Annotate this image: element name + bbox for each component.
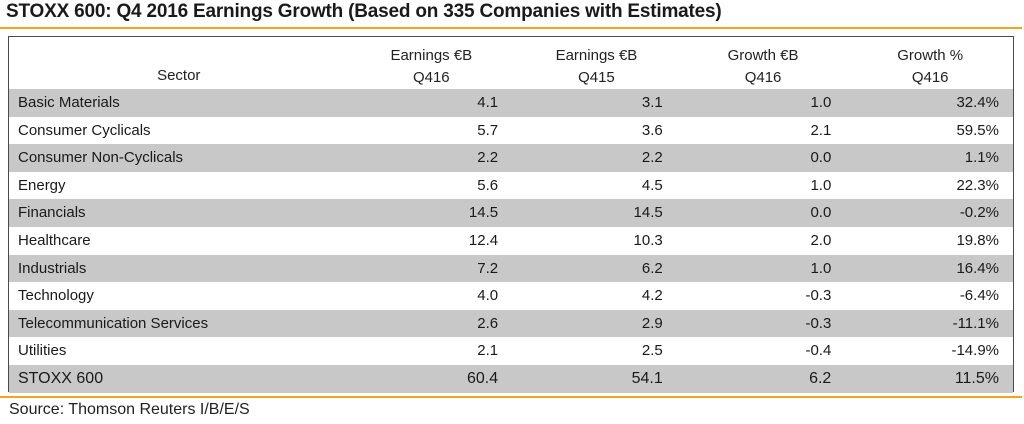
earnings-q416-cell: 2.6 — [348, 309, 515, 338]
table-row: Financials 14.5 14.5 0.0 -0.2% — [9, 199, 1013, 227]
source-note: Source: Thomson Reuters I/B/E/S — [9, 401, 250, 418]
table-row: Utilities 2.1 2.5 -0.4 -14.9% — [9, 337, 1013, 365]
table-row: Consumer Non-Cyclicals 2.2 2.2 0.0 1.1% — [9, 144, 1013, 172]
growth-eur-cell: 2.1 — [810, 121, 832, 139]
top-accent-rule — [0, 27, 1022, 29]
total-label-cell: STOXX 600 — [9, 364, 349, 393]
table-row: Healthcare 12.4 10.3 2.0 19.8% — [9, 227, 1013, 255]
growth-eur-cell: 1.0 — [810, 176, 832, 194]
growth-eur-cell: 2.0 — [810, 231, 832, 249]
earnings-q416-cell: 12.4 — [468, 231, 499, 249]
bottom-accent-rule — [0, 396, 1022, 398]
growth-pct-cell: -11.1% — [847, 309, 1013, 338]
growth-eur-cell: 1.0 — [678, 89, 848, 117]
header-earnings-q416: Earnings €B Q416 — [349, 37, 515, 89]
sector-cell: Utilities — [18, 342, 67, 360]
sector-cell: Consumer Cyclicals — [18, 121, 151, 139]
earnings-q416-cell: 14.5 — [348, 199, 515, 227]
earnings-q416-cell: 5.6 — [477, 176, 499, 194]
total-growth-eur-cell: 6.2 — [678, 364, 848, 393]
earnings-q415-cell: 2.9 — [514, 309, 679, 338]
table-title: STOXX 600: Q4 2016 Earnings Growth (Base… — [6, 1, 722, 22]
header-growth-eur-line2: Q416 — [744, 69, 782, 86]
growth-pct-cell: 16.4% — [847, 254, 1013, 283]
earnings-q415-cell: 14.5 — [514, 199, 679, 227]
header-row: Sector Earnings €B Q416 Earnings €B Q415… — [9, 37, 1013, 89]
table-row: Basic Materials 4.1 3.1 1.0 32.4% — [9, 89, 1013, 117]
growth-pct-cell: -14.9% — [951, 342, 999, 360]
earnings-q415-cell: 3.6 — [641, 121, 663, 139]
header-growth-pct-line2: Q416 — [911, 69, 949, 86]
growth-eur-cell: -0.3 — [678, 309, 848, 338]
growth-pct-cell: 1.1% — [847, 144, 1013, 172]
sector-cell: Consumer Non-Cyclicals — [9, 144, 349, 172]
sector-cell: Financials — [9, 199, 349, 227]
header-growth-pct-line1: Growth % — [897, 47, 964, 64]
earnings-q416-cell: 2.2 — [348, 144, 515, 172]
earnings-q416-cell: 4.0 — [477, 287, 499, 305]
header-earnings-q415: Earnings €B Q415 — [514, 37, 679, 89]
growth-eur-cell: 1.0 — [678, 254, 848, 283]
header-earnings-q415-line1: Earnings €B — [555, 47, 638, 64]
header-earnings-q416-line1: Earnings €B — [390, 47, 473, 64]
earnings-q416-cell: 5.7 — [477, 121, 499, 139]
header-earnings-q416-line2: Q416 — [412, 69, 450, 86]
table-row: Energy 5.6 4.5 1.0 22.3% — [9, 172, 1013, 200]
growth-pct-cell: 59.5% — [956, 121, 999, 139]
sector-cell: Telecommunication Services — [9, 309, 349, 338]
growth-pct-cell: -6.4% — [959, 287, 999, 305]
total-earnings-q415-cell: 54.1 — [514, 364, 679, 393]
earnings-q416-cell: 4.1 — [348, 89, 515, 117]
earnings-q415-cell: 10.3 — [633, 231, 663, 249]
earnings-q415-cell: 3.1 — [514, 89, 679, 117]
header-sector-line2: Sector — [157, 67, 201, 84]
header-earnings-q415-line2: Q415 — [578, 69, 615, 86]
earnings-table-frame: Sector Earnings €B Q416 Earnings €B Q415… — [8, 36, 1014, 393]
sector-cell: Energy — [18, 176, 66, 194]
table-row: Telecommunication Services 2.6 2.9 -0.3 … — [9, 309, 1013, 338]
growth-pct-cell: 22.3% — [956, 176, 999, 194]
sector-cell: Industrials — [9, 254, 349, 283]
table-row: Consumer Cyclicals 5.7 3.6 2.1 59.5% — [9, 117, 1013, 145]
sector-cell: Technology — [18, 287, 94, 305]
earnings-q415-cell: 2.2 — [514, 144, 679, 172]
total-earnings-q416-cell: 60.4 — [348, 364, 515, 393]
sector-cell: Healthcare — [18, 231, 91, 249]
earnings-q415-cell: 4.2 — [641, 287, 663, 305]
table-row: Technology 4.0 4.2 -0.3 -6.4% — [9, 282, 1013, 310]
table-row: Industrials 7.2 6.2 1.0 16.4% — [9, 254, 1013, 283]
growth-eur-cell: 0.0 — [678, 199, 848, 227]
total-row: STOXX 600 60.4 54.1 6.2 11.5% — [9, 364, 1013, 393]
growth-eur-cell: -0.4 — [805, 342, 832, 360]
sector-cell: Basic Materials — [9, 89, 349, 117]
earnings-table: Sector Earnings €B Q416 Earnings €B Q415… — [9, 37, 1013, 393]
earnings-q415-cell: 2.5 — [641, 342, 663, 360]
earnings-q415-cell: 6.2 — [514, 254, 679, 283]
growth-eur-cell: -0.3 — [805, 287, 832, 305]
earnings-q416-cell: 2.1 — [477, 342, 499, 360]
total-growth-pct-cell: 11.5% — [847, 364, 1013, 393]
earnings-q416-cell: 7.2 — [348, 254, 515, 283]
header-growth-eur: Growth €B Q416 — [679, 37, 848, 89]
growth-pct-cell: 19.8% — [956, 231, 999, 249]
header-sector: Sector — [9, 37, 349, 89]
earnings-q415-cell: 4.5 — [641, 176, 663, 194]
growth-eur-cell: 0.0 — [678, 144, 848, 172]
growth-pct-cell: 32.4% — [847, 89, 1013, 117]
growth-pct-cell: -0.2% — [847, 199, 1013, 227]
header-growth-pct: Growth % Q416 — [847, 37, 1013, 89]
header-growth-eur-line1: Growth €B — [727, 47, 799, 64]
